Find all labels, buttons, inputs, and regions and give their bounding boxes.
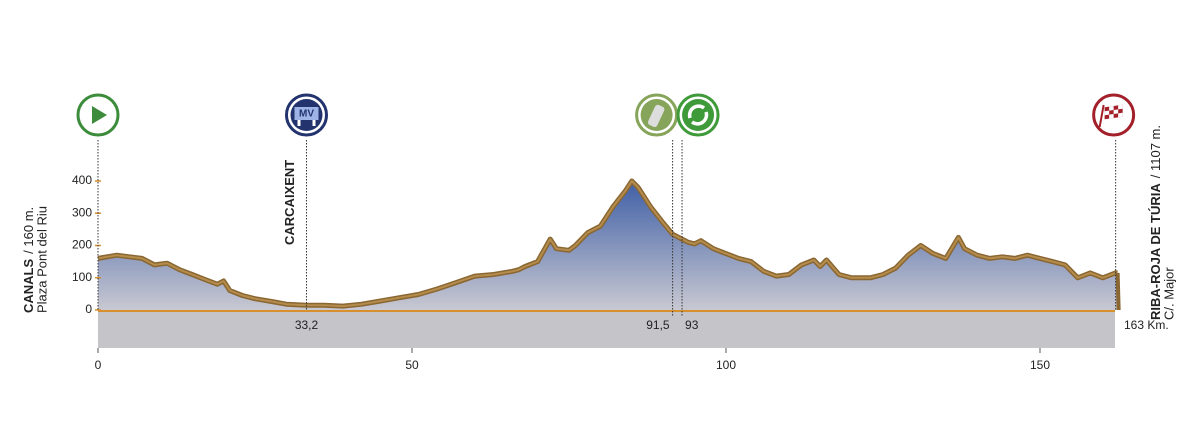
mv-post: [297, 120, 301, 126]
x-tick-label: 100: [716, 358, 736, 372]
km-label: 91,5: [646, 318, 670, 332]
km-label: 33,2: [295, 318, 319, 332]
marker-icon: [640, 99, 673, 131]
flag-check: [1109, 105, 1114, 111]
base-band: [98, 312, 1115, 348]
x-tick-label: 50: [405, 358, 419, 372]
flag-check: [1113, 109, 1119, 114]
y-tick-label: 100: [72, 270, 92, 284]
play-icon: [92, 106, 107, 124]
mv-text: MV: [299, 109, 314, 120]
mv-post: [312, 120, 316, 126]
recycle-arrows: [687, 104, 709, 126]
finish-label: RIBA-ROJA DE TÚRIA / 1107 m.: [1148, 125, 1163, 320]
flag-check: [1104, 110, 1110, 116]
flag-check: [1118, 112, 1123, 118]
profile-fill: [98, 181, 1118, 310]
flag-check: [1109, 113, 1114, 119]
x-tick-label: 150: [1030, 358, 1050, 372]
y-tick-label: 400: [72, 173, 92, 187]
start-address: Plaza Pont del Riu: [34, 206, 49, 313]
finish-drop: [1115, 272, 1121, 311]
km-label: 93: [685, 318, 699, 332]
finish-elevation: / 1107 m.: [1148, 125, 1163, 178]
start-name: CANALS: [21, 259, 36, 313]
marker-icon: [92, 106, 107, 124]
marker-icon: [1098, 104, 1123, 128]
finish-address: C/. Major: [1161, 267, 1176, 320]
y-tick-label: 0: [85, 302, 92, 316]
finish-name: RIBA-ROJA DE TÚRIA: [1148, 183, 1163, 320]
bottle: [648, 104, 665, 128]
marker-icon: MV: [290, 99, 323, 131]
km-label: 163 Km.: [1124, 318, 1169, 332]
start-elevation: / 160 m.: [21, 207, 36, 254]
profile-line: [97, 180, 1118, 308]
x-tick-label: 0: [95, 358, 102, 372]
marker-icon: [682, 99, 715, 131]
recycle-disc: [682, 99, 715, 131]
place-label: CARCAIXENT: [282, 160, 297, 245]
flag-pole: [1098, 104, 1105, 128]
mv-board: [294, 107, 319, 120]
y-tick-label: 200: [72, 238, 92, 252]
start-label: CANALS / 160 m.: [21, 207, 36, 313]
y-tick-label: 300: [72, 205, 92, 219]
flag-check: [1118, 104, 1123, 110]
